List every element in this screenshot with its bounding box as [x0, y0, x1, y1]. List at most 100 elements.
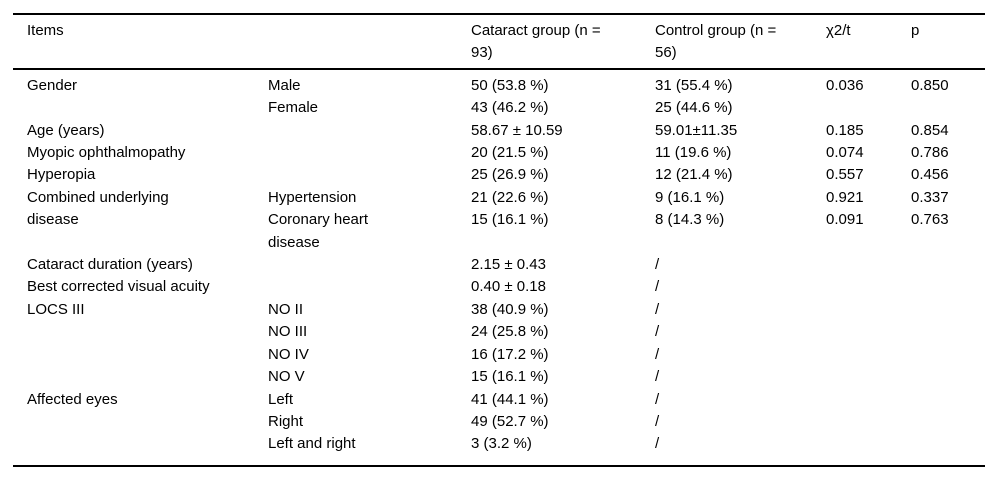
- subcategory-cell: Left: [268, 390, 294, 408]
- p-value-cell: [911, 366, 985, 388]
- header-cataract-group: Cataract group (n = 93): [471, 14, 655, 70]
- table-header: Items Cataract group (n = 93) Control gr…: [13, 14, 985, 70]
- p-value-cell: 0.854: [911, 121, 949, 139]
- cataract-value-cell: 49 (52.7 %): [471, 412, 549, 430]
- header-control-group: Control group (n = 56): [655, 14, 826, 70]
- control-value-cell: 9 (16.1 %): [655, 188, 725, 206]
- p-value-cell: [911, 433, 985, 465]
- control-value-cell: /: [655, 368, 660, 386]
- cataract-value-cell: 41 (44.1 %): [471, 390, 549, 408]
- control-value-cell: 8 (14.3 %): [655, 211, 725, 229]
- control-value-cell: /: [655, 323, 660, 341]
- chi2-t-value-cell: [826, 433, 911, 465]
- control-value-cell: /: [655, 256, 660, 274]
- table-row: Combined underlying disease Hypertension 2…: [13, 187, 985, 228]
- cataract-value-cell: 58.67 ± 10.59: [471, 121, 563, 139]
- p-value-cell: 0.850: [911, 76, 949, 94]
- control-value-cell: 25 (44.6 %): [655, 99, 733, 117]
- table-row: Hyperopia 25 (26.9 %) 12 (21.4 %) 0.557 0.45…: [13, 164, 985, 186]
- cataract-value-cell: 3 (3.2 %): [471, 435, 532, 453]
- item-cell: Myopic ophthalmopathy: [27, 144, 186, 162]
- subcategory-cell: Male: [268, 76, 301, 94]
- item-cell: Combined underlying disease: [27, 188, 169, 229]
- control-value-cell: /: [655, 390, 660, 408]
- chi2-t-value-cell: [826, 254, 911, 276]
- control-value-cell: /: [655, 412, 660, 430]
- control-value-cell: 12 (21.4 %): [655, 166, 733, 184]
- table-row: Age (years) 58.67 ± 10.59 59.01±11.35 0.185…: [13, 120, 985, 142]
- table-row: Affected eyes Left 41 (44.1 %) /: [13, 389, 985, 411]
- item-cell: Hyperopia: [27, 166, 96, 184]
- subcategory-cell: NO IV: [268, 345, 309, 363]
- p-value-cell: 0.763: [911, 211, 949, 229]
- control-value-cell: /: [655, 278, 660, 296]
- cataract-value-cell: 21 (22.6 %): [471, 188, 549, 206]
- chi2-t-value-cell: [826, 411, 911, 433]
- subcategory-cell: Left and right: [268, 435, 356, 453]
- header-chi2-t: χ2/t: [826, 14, 911, 70]
- subcategory-cell: [268, 164, 471, 186]
- chi2-t-value-cell: [826, 97, 911, 119]
- cataract-value-cell: 25 (26.9 %): [471, 166, 549, 184]
- subcategory-cell: NO III: [268, 323, 308, 341]
- control-value-cell: /: [655, 300, 660, 318]
- chi2-t-value-cell: 0.185: [826, 121, 864, 139]
- table-row: Coronary heart disease 15 (16.1 %) 8 (14.3…: [13, 209, 985, 254]
- table-row: NO IV 16 (17.2 %) /: [13, 344, 985, 366]
- item-cell: Affected eyes: [27, 390, 118, 408]
- baseline-data-table-container: Items Cataract group (n = 93) Control gr…: [13, 13, 985, 467]
- chi2-t-value-cell: 0.921: [826, 188, 864, 206]
- table-row: Cataract duration (years) 2.15 ± 0.43 /: [13, 254, 985, 276]
- item-cell: Age (years): [27, 121, 105, 139]
- subcategory-cell: Hypertension: [268, 188, 357, 206]
- cataract-value-cell: 2.15 ± 0.43: [471, 256, 546, 274]
- control-value-cell: /: [655, 345, 660, 363]
- header-p: p: [911, 14, 985, 70]
- subcategory-cell: NO V: [268, 368, 305, 386]
- cataract-value-cell: 15 (16.1 %): [471, 211, 549, 229]
- cataract-value-cell: 20 (21.5 %): [471, 144, 549, 162]
- table-body: Gender Male 50 (53.8 %) 31 (55.4 %) 0.036 0.8…: [13, 69, 985, 466]
- cataract-value-cell: 43 (46.2 %): [471, 99, 549, 117]
- item-cell: Cataract duration (years): [27, 256, 193, 274]
- control-value-cell: /: [655, 435, 660, 453]
- table-row: Best corrected visual acuity 0.40 ± 0.18 /: [13, 276, 985, 298]
- subcategory-cell: [268, 254, 471, 276]
- item-cell: LOCS III: [27, 300, 85, 318]
- cataract-value-cell: 16 (17.2 %): [471, 345, 549, 363]
- p-value-cell: [911, 411, 985, 433]
- subcategory-cell: Right: [268, 412, 304, 430]
- chi2-t-value-cell: [826, 389, 911, 411]
- p-value-cell: [911, 97, 985, 119]
- p-value-cell: [911, 389, 985, 411]
- table-row: Right 49 (52.7 %) /: [13, 411, 985, 433]
- table-row: NO III 24 (25.8 %) /: [13, 321, 985, 343]
- p-value-cell: [911, 299, 985, 321]
- p-value-cell: [911, 321, 985, 343]
- subcategory-cell: [268, 120, 471, 142]
- control-value-cell: 11 (19.6 %): [655, 144, 732, 162]
- chi2-t-value-cell: [826, 321, 911, 343]
- subcategory-cell: Coronary heart disease: [268, 211, 369, 251]
- subcategory-cell: [268, 142, 471, 164]
- header-row: Items Cataract group (n = 93) Control gr…: [13, 14, 985, 70]
- chi2-t-value-cell: 0.074: [826, 144, 864, 162]
- subcategory-cell: [268, 276, 471, 298]
- cataract-value-cell: 24 (25.8 %): [471, 323, 549, 341]
- subcategory-cell: NO II: [268, 300, 304, 318]
- table-row: Gender Male 50 (53.8 %) 31 (55.4 %) 0.036 0.8…: [13, 69, 985, 97]
- cataract-value-cell: 38 (40.9 %): [471, 300, 549, 318]
- table-row: Left and right 3 (3.2 %) /: [13, 433, 985, 465]
- header-items: Items: [13, 14, 471, 70]
- table-row: Female 43 (46.2 %) 25 (44.6 %): [13, 97, 985, 119]
- chi2-t-value-cell: [826, 366, 911, 388]
- chi2-t-value-cell: [826, 299, 911, 321]
- p-value-cell: 0.456: [911, 166, 949, 184]
- p-value-cell: [911, 254, 985, 276]
- p-value-cell: [911, 344, 985, 366]
- cataract-value-cell: 0.40 ± 0.18: [471, 278, 546, 296]
- baseline-data-table: Items Cataract group (n = 93) Control gr…: [13, 13, 985, 467]
- table-row: LOCS III NO II 38 (40.9 %) /: [13, 299, 985, 321]
- cataract-value-cell: 50 (53.8 %): [471, 76, 549, 94]
- p-value-cell: [911, 276, 985, 298]
